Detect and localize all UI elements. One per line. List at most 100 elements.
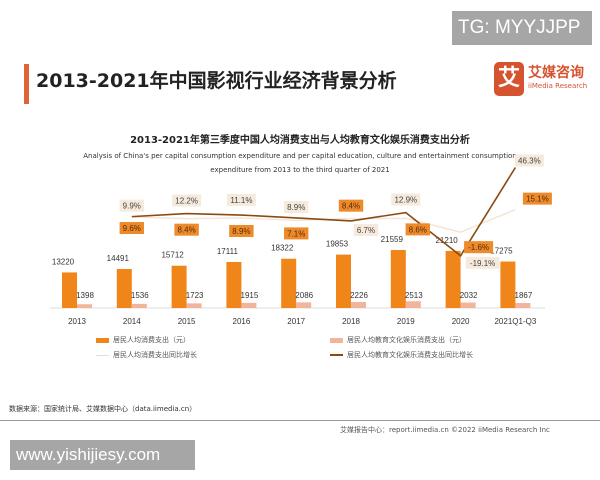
footer: 艾媒报告中心：report.iimedia.cn ©2022 iiMedia R… [340, 426, 550, 434]
bar-education [186, 303, 202, 308]
bar-value-label: 17111 [217, 247, 239, 256]
growth-label-education: 11.1% [230, 196, 252, 205]
x-tick-label: 2018 [342, 317, 360, 326]
growth-label-consumption: 8.6% [409, 225, 427, 234]
bar-value-label: 15712 [161, 251, 184, 260]
chart: 2013 2014 2015 2016 2017 2018 2019 2020 2021Q1-Q… [50, 154, 552, 326]
legend-item-education: 居民人均教育文化娱乐消费支出（元） [330, 335, 466, 345]
growth-label-consumption: 8.4% [342, 202, 360, 211]
bar-education [405, 301, 421, 308]
legend-swatch [330, 337, 343, 343]
bar-education [241, 302, 257, 308]
bar-education [460, 302, 476, 308]
bar-consumption [226, 261, 242, 308]
growth-label-education: 8.9% [287, 203, 305, 212]
bar-value-label: 18322 [271, 244, 294, 253]
growth-label-consumption-box [464, 241, 494, 254]
growth-label-consumption: 8.4% [177, 226, 195, 235]
bar-value-label: 2513 [405, 291, 423, 300]
growth-label-education-box [465, 256, 500, 269]
bar-education [77, 304, 92, 308]
bar-consumption [336, 254, 351, 308]
growth-label-consumption-box [338, 199, 364, 212]
data-source: 数据来源：国家统计局、艾媒数据中心（data.iimedia.cn） [9, 405, 197, 413]
bar-education [351, 302, 366, 308]
growth-label-consumption: 7.1% [287, 229, 305, 238]
bar-value-label: 14491 [107, 254, 130, 263]
bar-education [296, 302, 312, 308]
overlay-tag: TG: MYYJJPP [452, 11, 592, 45]
bar-consumption [171, 265, 187, 308]
bar-value-label: 2032 [460, 291, 478, 300]
logo-cn: 艾媒咨询 [528, 65, 584, 81]
watermark: www.yishijiesy.com [10, 440, 195, 470]
growth-label-consumption: 9.6% [123, 224, 141, 233]
growth-label-education-box [226, 194, 256, 207]
growth-label-education-box [514, 154, 544, 167]
growth-label-consumption-box [119, 222, 144, 235]
legend-item-consumption-growth: 居民人均消费支出同比增长 [96, 350, 197, 360]
growth-label-consumption: 8.9% [232, 227, 250, 236]
growth-label-education-box [284, 200, 309, 213]
bar-consumption [500, 261, 516, 308]
growth-label-education: 6.7% [357, 226, 375, 235]
x-tick-label: 2013 [68, 317, 86, 326]
growth-label-education: 46.3% [518, 156, 541, 165]
page-title: 2013-2021年中国影视行业经济背景分析 [36, 70, 397, 92]
bar-education [131, 303, 147, 308]
legend-swatch [96, 354, 109, 356]
chart-subtitle-2: expenditure from 2013 to the third quart… [210, 166, 390, 174]
bar-value-label: 1723 [186, 291, 204, 300]
x-tick-label: 2015 [178, 317, 196, 326]
title-accent-bar [24, 64, 29, 104]
legend-item-education-growth: 居民人均教育文化娱乐消费支出同比增长 [330, 350, 473, 360]
bar-value-label: 13220 [52, 257, 75, 266]
legend-item-consumption: 居民人均消费支出（元） [96, 335, 190, 345]
bar-value-label: 19853 [326, 240, 349, 249]
logo-mark-text: 艾 [497, 66, 520, 91]
x-tick-label: 2017 [287, 317, 305, 326]
x-tick-label: 2014 [123, 317, 141, 326]
line-education-growth [131, 167, 517, 257]
legend-label: 居民人均教育文化娱乐消费支出同比增长 [347, 351, 473, 359]
bar-education [515, 302, 531, 308]
legend-swatch [96, 337, 109, 343]
growth-label-education-box [353, 223, 379, 236]
growth-label-education-box [119, 199, 144, 212]
growth-label-education-box [172, 194, 202, 207]
bar-consumption [281, 258, 297, 308]
growth-label-education: -19.1% [470, 259, 495, 268]
x-tick-label: 2021Q1-Q3 [494, 317, 536, 326]
logo-en: iiMedia Research [528, 82, 588, 90]
x-tick-label: 2020 [452, 317, 470, 326]
bar-value-label: 2086 [295, 291, 313, 300]
bar-consumption [445, 250, 461, 308]
bar-value-label: 17275 [490, 247, 513, 256]
growth-label-consumption-box [174, 223, 199, 236]
bar-value-label: 1867 [515, 291, 533, 300]
growth-label-consumption-box [522, 192, 552, 205]
chart-title: 2013-2021年第三季度中国人均消费支出与人均教育文化娱乐消费支出分析 [130, 135, 470, 146]
growth-label-education: 12.2% [175, 197, 198, 206]
bar-value-label: 1536 [131, 291, 149, 300]
legend-label: 居民人均消费支出（元） [113, 336, 190, 344]
bar-value-label: 1915 [241, 291, 259, 300]
chart-subtitle: Analysis of China's per capital consumpt… [83, 152, 517, 160]
growth-label-consumption-box [229, 224, 254, 237]
legend-label: 居民人均教育文化娱乐消费支出（元） [347, 336, 466, 344]
divider [0, 420, 600, 421]
bar-value-label: 21559 [381, 235, 404, 244]
bar-consumption [390, 250, 406, 308]
logo-mark: 艾 [494, 62, 524, 96]
bar-consumption [62, 272, 77, 308]
bar-consumption [116, 269, 132, 308]
x-tick-label: 2016 [233, 317, 251, 326]
bar-value-label: 2226 [350, 291, 368, 300]
legend-swatch [330, 354, 343, 356]
growth-label-consumption: 15.1% [526, 195, 549, 204]
growth-label-education: 9.9% [123, 202, 141, 211]
growth-label-consumption-box [284, 227, 309, 240]
x-tick-label: 2019 [397, 317, 415, 326]
growth-label-consumption-box [405, 223, 430, 236]
bar-value-label: 21210 [435, 236, 458, 245]
